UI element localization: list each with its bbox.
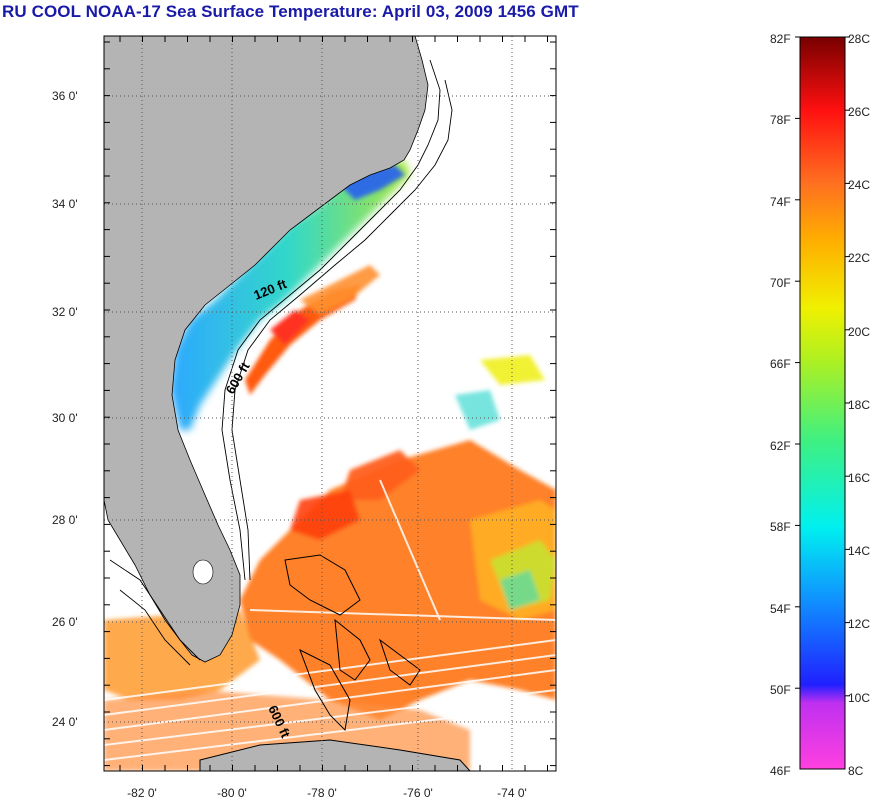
- lon-label-80: -80 0': [217, 786, 247, 800]
- data-gaps: [104, 479, 556, 761]
- cb-label-50f: 50F: [770, 683, 791, 697]
- cb-label-66f: 66F: [770, 357, 791, 371]
- lake-okeechobee: [192, 559, 214, 585]
- cb-label-24c: 24C: [848, 178, 870, 192]
- bathymetry-contours: [109, 59, 453, 666]
- lon-label-74: -74 0': [497, 786, 527, 800]
- cb-label-26c: 26C: [848, 105, 870, 119]
- cb-label-28c: 28C: [848, 32, 870, 46]
- colorbar-gradient: [799, 36, 846, 770]
- lon-label-82: -82 0': [127, 786, 157, 800]
- longitude-labels: -82 0' -80 0' -78 0' -76 0' -74 0': [127, 786, 527, 800]
- cb-label-74f: 74F: [770, 195, 791, 209]
- grid: [104, 36, 556, 771]
- latitude-labels: 36 0' 34 0' 32 0' 30 0' 28 0' 26 0' 24 0…: [52, 89, 78, 729]
- cb-label-10c: 10C: [848, 691, 870, 705]
- lat-label-32: 32 0': [52, 305, 78, 319]
- cold-pocket: [340, 165, 405, 200]
- cb-label-62f: 62F: [770, 439, 791, 453]
- cb-label-58f: 58F: [770, 520, 791, 534]
- colorbar-celsius-labels: 28C 26C 24C 22C 20C 18C 16C 14C 12C 10C …: [848, 32, 870, 778]
- map-frame: [103, 35, 557, 772]
- map-layers: [104, 36, 556, 771]
- sst-data-gulfstream: [245, 265, 380, 395]
- islands: [199, 554, 471, 771]
- cb-label-18c: 18C: [848, 398, 870, 412]
- colorbar-fahrenheit-labels: 82F 78F 74F 70F 66F 62F 58F 54F 50F 46F: [770, 32, 791, 778]
- cb-label-12c: 12C: [848, 617, 870, 631]
- chart-title: RU COOL NOAA-17 Sea Surface Temperature:…: [2, 2, 579, 21]
- lat-label-36: 36 0': [52, 89, 78, 103]
- cb-label-46f: 46F: [770, 764, 791, 778]
- cb-label-8c: 8C: [848, 764, 864, 778]
- colorbar: 82F 78F 74F 70F 66F 62F 58F 54F 50F 46F …: [770, 32, 870, 778]
- cb-label-70f: 70F: [770, 276, 791, 290]
- lat-label-28: 28 0': [52, 513, 78, 527]
- cb-label-82f: 82F: [770, 32, 791, 46]
- lat-label-30: 30 0': [52, 411, 78, 425]
- lon-label-78: -78 0': [307, 786, 337, 800]
- cb-label-54f: 54F: [770, 602, 791, 616]
- cb-label-78f: 78F: [770, 113, 791, 127]
- axis-ticks: [104, 36, 556, 771]
- cb-label-22c: 22C: [848, 251, 870, 265]
- lat-label-26: 26 0': [52, 615, 78, 629]
- land-mainland: [104, 36, 429, 663]
- lat-label-24: 24 0': [52, 715, 78, 729]
- cb-label-16c: 16C: [848, 471, 870, 485]
- cb-label-14c: 14C: [848, 544, 870, 558]
- lon-label-76: -76 0': [403, 786, 433, 800]
- cb-label-20c: 20C: [848, 325, 870, 339]
- lat-label-34: 34 0': [52, 197, 78, 211]
